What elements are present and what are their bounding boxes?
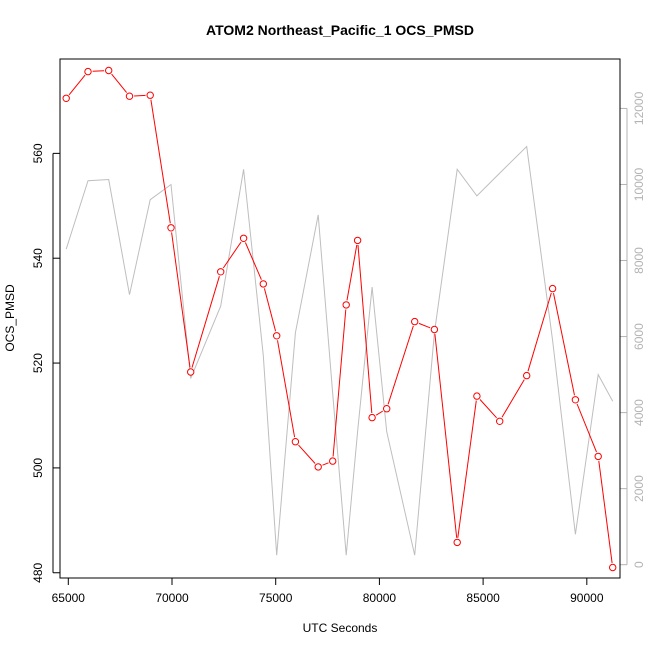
y2-tick-label: 10000 (632, 167, 646, 201)
y2-tick-label: 4000 (632, 399, 646, 426)
y2-tick-label: 6000 (632, 323, 646, 350)
x-tick-label: 70000 (155, 591, 189, 605)
series-primary-segment (387, 325, 414, 405)
series-primary-segment (171, 232, 191, 368)
y2-tick-label: 12000 (632, 91, 646, 125)
series-primary-segment (346, 244, 358, 301)
series-primary-point (368, 413, 376, 422)
series-primary-point (239, 234, 248, 243)
series-primary-segment (527, 292, 552, 372)
series-primary-point (353, 236, 362, 245)
chart-marks: 65000 70000 75000 80000 85000 900004805005205… (31, 66, 646, 605)
series-primary-segment (111, 73, 127, 93)
y2-tick-label: 2000 (632, 475, 646, 502)
series-primary-point (594, 452, 602, 461)
series-primary-point (430, 325, 439, 334)
y-tick-label: 480 (31, 562, 45, 582)
series-primary-segment (434, 334, 458, 538)
series-primary-segment (92, 70, 105, 72)
series-primary-point (383, 405, 391, 413)
series-primary-point (217, 268, 225, 276)
series-primary-segment (357, 244, 373, 414)
series-secondary-line (65, 145, 614, 556)
series-primary-segment (418, 322, 431, 329)
series-primary-segment (134, 94, 146, 97)
series-primary-point (571, 396, 580, 404)
series-primary-segment (576, 403, 597, 453)
plot-frame (59, 58, 621, 579)
series-primary-point (329, 457, 337, 465)
x-tick-label: 80000 (363, 591, 397, 605)
series-primary-segment (191, 276, 220, 368)
series-primary-point (259, 280, 267, 288)
series-primary-point (146, 91, 154, 99)
series-primary-segment (150, 99, 171, 224)
series-primary-segment (553, 292, 575, 396)
series-primary-point (342, 301, 350, 309)
x-tick-label: 65000 (52, 591, 86, 605)
series-primary-point (548, 284, 557, 293)
series-primary-point (84, 67, 92, 76)
y2-tick-label: 0 (632, 561, 646, 568)
series-primary-segment (68, 74, 86, 96)
y-tick-label: 540 (31, 248, 45, 268)
x-tick-label: 75000 (259, 591, 293, 605)
x-tick-label: 90000 (570, 591, 604, 605)
series-primary-segment (501, 379, 525, 418)
y2-tick-label: 8000 (632, 247, 646, 274)
y-tick-label: 520 (31, 353, 45, 373)
series-primary-point (187, 368, 195, 376)
series-primary-segment (244, 242, 262, 280)
series-primary-segment (332, 309, 347, 457)
series-primary-segment (479, 399, 497, 419)
series-primary-point (523, 371, 531, 380)
series-primary-point (105, 66, 113, 75)
series-primary-point (496, 417, 504, 425)
series-primary-segment (222, 241, 242, 269)
series-primary-point (167, 224, 175, 232)
x-tick-label: 85000 (466, 591, 500, 605)
series-primary-segment (322, 462, 329, 466)
series-primary-segment (457, 400, 477, 538)
y-tick-label: 500 (31, 458, 45, 478)
series-primary-point (453, 538, 461, 547)
series-primary-point (291, 438, 300, 446)
chart-title: ATOM2 Northeast_Pacific_1 OCS_PMSD (206, 22, 474, 38)
series-primary-point (125, 92, 134, 100)
series-primary-segment (375, 410, 383, 416)
series-primary-segment (298, 444, 316, 464)
series-primary-point (609, 563, 617, 572)
series-primary-point (62, 94, 70, 103)
series-primary-segment (277, 340, 296, 438)
x-axis-label: UTC Seconds (303, 621, 378, 635)
y-axis-label: OCS_PMSD (3, 284, 17, 352)
series-primary-segment (598, 460, 613, 564)
series-primary-segment (263, 288, 277, 332)
series-primary-point (314, 463, 322, 471)
series-primary-point (273, 332, 281, 340)
series-primary-point (411, 317, 419, 326)
series-primary-point (473, 392, 481, 400)
y-tick-label: 560 (31, 143, 45, 163)
